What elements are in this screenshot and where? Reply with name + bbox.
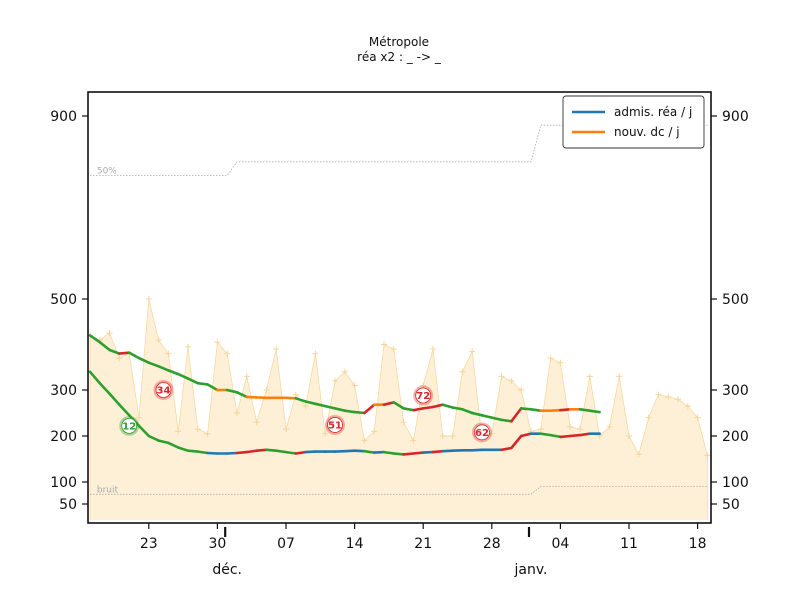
legend-label-adm: admis. réa / j xyxy=(614,105,692,119)
dc-smoothed-segment xyxy=(521,408,531,409)
y-tick-label-left: 50 xyxy=(59,497,77,513)
x-tick-label: 14 xyxy=(346,536,364,552)
y-tick-label-left: 900 xyxy=(50,109,77,125)
dc-smoothed-segment xyxy=(482,415,492,417)
dc-smoothed-segment xyxy=(286,398,296,399)
adm-smoothed-segment xyxy=(208,453,218,454)
adm-smoothed-segment xyxy=(286,452,296,453)
adm-smoothed-segment xyxy=(276,451,286,452)
raw-point xyxy=(312,351,318,357)
adm-smoothed-segment xyxy=(502,448,512,450)
adm-smoothed-segment xyxy=(227,453,237,454)
dc-smoothed-segment xyxy=(198,383,208,384)
y-tick-label-right: 300 xyxy=(722,383,749,399)
badge-label: 62 xyxy=(475,428,489,439)
dc-smoothed-segment xyxy=(453,408,463,410)
adm-smoothed-segment xyxy=(551,435,561,437)
y-tick-label-right: 900 xyxy=(722,109,749,125)
adm-smoothed-segment xyxy=(364,451,374,452)
x-tick-label: 11 xyxy=(620,536,638,552)
dc-smoothed-segment xyxy=(443,405,453,408)
adm-smoothed-segment xyxy=(413,453,423,454)
dc-smoothed-segment xyxy=(355,412,365,413)
legend-label-dc: nouv. dc / j xyxy=(614,125,680,139)
raw-point xyxy=(273,346,279,352)
adm-smoothed-segment xyxy=(237,452,247,453)
y-tick-label-left: 100 xyxy=(50,475,77,491)
adm-smoothed-segment xyxy=(198,452,208,453)
adm-smoothed-segment xyxy=(423,452,433,453)
adm-smoothed-segment xyxy=(266,450,276,451)
ref-noise-label: bruit xyxy=(97,485,119,495)
raw-point xyxy=(616,373,622,379)
raw-point xyxy=(430,346,436,352)
badge-label: 12 xyxy=(122,421,136,432)
y-tick-label-left: 300 xyxy=(50,383,77,399)
y-tick-label-right: 200 xyxy=(722,429,749,445)
badge-label: 34 xyxy=(157,386,171,397)
raw-point xyxy=(587,373,593,379)
x-tick-label: 23 xyxy=(140,536,158,552)
adm-smoothed-segment xyxy=(394,454,404,455)
x-tick-label: 28 xyxy=(483,536,501,552)
adm-smoothed-segment xyxy=(404,454,414,455)
adm-smoothed-segment xyxy=(257,450,267,451)
adm-smoothed-segment xyxy=(306,452,316,453)
x-tick-label: 07 xyxy=(277,536,295,552)
raw-point xyxy=(185,344,191,350)
dc-smoothed-segment xyxy=(551,410,561,411)
adm-smoothed-segment xyxy=(374,452,384,453)
y-tick-label-right: 500 xyxy=(722,292,749,308)
adm-smoothed-segment xyxy=(296,452,306,453)
dc-smoothed-segment xyxy=(345,411,355,412)
dc-smoothed-segment xyxy=(580,409,590,410)
y-tick-label-left: 500 xyxy=(50,292,77,308)
month-label: déc. xyxy=(212,562,242,578)
dc-smoothed-segment xyxy=(404,408,414,410)
raw-area xyxy=(90,299,707,520)
badge-label: 51 xyxy=(328,420,342,431)
dc-smoothed-segment xyxy=(590,411,600,412)
dc-smoothed-segment xyxy=(413,408,423,410)
dc-smoothed-segment xyxy=(364,405,374,413)
x-tick-label: 04 xyxy=(551,536,569,552)
dc-smoothed-segment xyxy=(119,353,129,354)
dc-smoothed-segment xyxy=(502,420,512,421)
adm-smoothed-segment xyxy=(580,434,590,435)
x-tick-label: 21 xyxy=(414,536,432,552)
dc-smoothed-segment xyxy=(560,409,570,410)
raw-point xyxy=(469,348,475,354)
adm-smoothed-segment xyxy=(443,451,453,452)
dc-smoothed-segment xyxy=(423,407,433,408)
badge-label: 72 xyxy=(416,391,430,402)
raw-point xyxy=(244,373,250,379)
dc-smoothed-segment xyxy=(129,353,139,358)
adm-smoothed-segment xyxy=(188,451,198,452)
adm-smoothed-segment xyxy=(541,434,551,435)
dc-smoothed-segment xyxy=(247,397,257,398)
y-tick-label-right: 50 xyxy=(722,497,740,513)
chart-title: Métropole xyxy=(369,35,429,49)
adm-smoothed-segment xyxy=(345,451,355,452)
y-tick-label-left: 200 xyxy=(50,429,77,445)
chart-subtitle: réa x2 : _ -> _ xyxy=(357,50,442,64)
adm-smoothed-segment xyxy=(247,451,257,452)
adm-smoothed-segment xyxy=(384,452,394,453)
dc-smoothed-segment xyxy=(531,409,541,410)
adm-smoothed-segment xyxy=(560,436,570,437)
legend: admis. réa / j nouv. dc / j xyxy=(563,96,704,148)
month-label: janv. xyxy=(514,562,548,578)
adm-smoothed-segment xyxy=(433,451,443,452)
x-tick-label: 30 xyxy=(208,536,226,552)
legend-box xyxy=(563,96,704,148)
raw-point xyxy=(146,296,152,302)
plot-area: 50% bruit 34 12 51 72 62 xyxy=(87,125,710,520)
y-tick-label-right: 100 xyxy=(722,475,749,491)
adm-smoothed-segment xyxy=(355,451,365,452)
x-tick-label: 18 xyxy=(689,536,707,552)
adm-smoothed-segment xyxy=(570,435,580,436)
ref-50pct-label: 50% xyxy=(97,166,117,176)
adm-smoothed-segment xyxy=(472,450,482,451)
